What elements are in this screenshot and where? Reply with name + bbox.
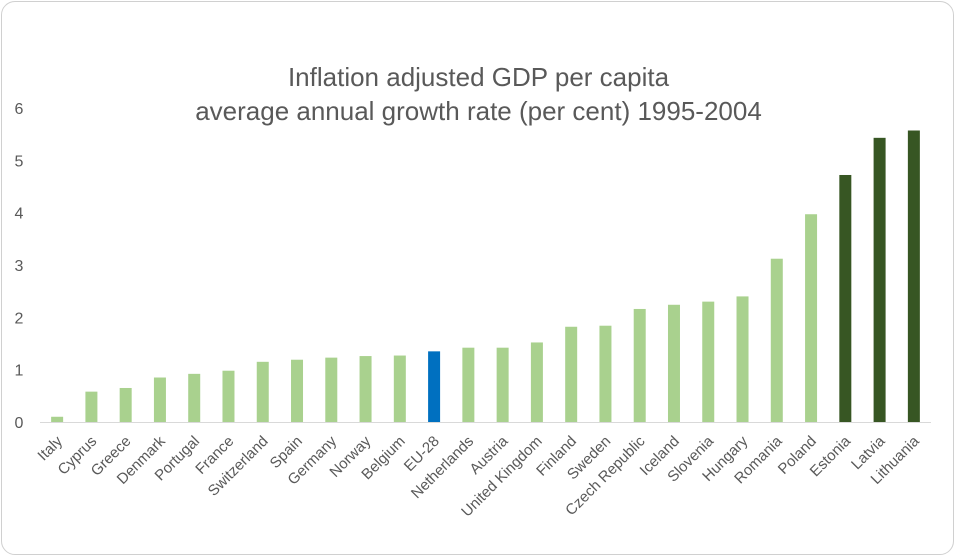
bar-eu-28 xyxy=(428,351,441,422)
bar-poland xyxy=(805,214,818,422)
bar-italy xyxy=(51,416,64,422)
bar-lithuania xyxy=(907,130,920,422)
bar-austria xyxy=(496,347,509,422)
chart-title-line-1: Inflation adjusted GDP per capita xyxy=(287,62,670,92)
bar-finland xyxy=(565,326,578,422)
bar-belgium xyxy=(393,355,406,422)
y-tick-label: 6 xyxy=(15,101,24,118)
bar-spain xyxy=(291,359,304,422)
bar-slovenia xyxy=(702,301,715,422)
bar-cyprus xyxy=(85,391,98,422)
bar-netherlands xyxy=(462,347,475,422)
bar-portugal xyxy=(188,373,201,422)
bar-germany xyxy=(325,357,338,422)
y-tick-label: 1 xyxy=(15,363,24,380)
bar-norway xyxy=(359,356,372,422)
chart-title-line-2: average annual growth rate (per cent) 19… xyxy=(195,96,762,126)
bar-denmark xyxy=(153,377,166,422)
bar-iceland xyxy=(667,304,680,422)
bar-czech-republic xyxy=(633,308,646,422)
y-tick-label: 2 xyxy=(15,310,24,327)
y-tick-label: 3 xyxy=(15,258,24,275)
y-axis: 0 1 2 3 4 5 6 xyxy=(15,101,24,432)
bar-sweden xyxy=(599,325,612,422)
x-axis-labels: ItalyCyprusGreeceDenmarkPortugalFranceSw… xyxy=(34,432,923,520)
bars xyxy=(51,130,920,422)
y-tick-label: 5 xyxy=(15,153,24,170)
bar-hungary xyxy=(736,296,749,422)
y-tick-label: 4 xyxy=(15,206,24,223)
bar-france xyxy=(222,370,235,422)
y-tick-label: 0 xyxy=(15,415,24,432)
bar-romania xyxy=(770,258,783,422)
bar-latvia xyxy=(873,137,886,422)
bar-switzerland xyxy=(256,361,269,422)
bar-estonia xyxy=(839,174,852,422)
bar-united-kingdom xyxy=(530,342,543,422)
bar-greece xyxy=(119,387,132,422)
